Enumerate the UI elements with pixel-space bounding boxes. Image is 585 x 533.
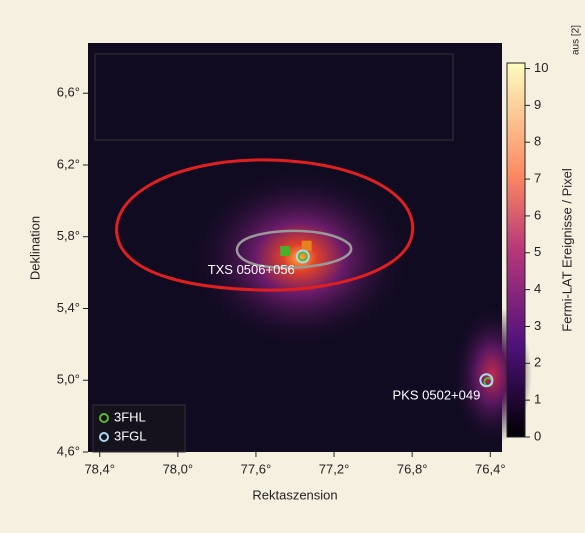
colorbar-tick-label: 2 (534, 355, 541, 370)
y-tick-label: 5,8° (57, 228, 80, 243)
marker (302, 241, 312, 251)
y-tick-label: 5,0° (57, 372, 80, 387)
y-axis-label: Deklination (27, 216, 42, 280)
y-tick-label: 5,4° (57, 300, 80, 315)
colorbar-tick-label: 4 (534, 281, 541, 296)
colorbar-tick-label: 5 (534, 244, 541, 259)
colorbar-tick-label: 10 (534, 60, 548, 75)
marker (280, 246, 290, 256)
colorbar-tick-label: 0 (534, 428, 541, 443)
y-tick-label: 4,6° (57, 443, 80, 458)
colorbar-tick-label: 7 (534, 171, 541, 186)
y-tick-label: 6,6° (57, 85, 80, 100)
legend-label: 3FGL (114, 428, 147, 443)
x-tick-label: 76,8° (397, 461, 428, 476)
colorbar-label: Fermi-LAT Ereignisse / Pixel (559, 168, 574, 332)
colorbar-tick-label: 9 (534, 97, 541, 112)
x-tick-label: 78,4° (84, 461, 115, 476)
colorbar (507, 63, 525, 437)
point-label: TXS 0506+056 (208, 262, 295, 277)
x-tick-label: 76,4° (475, 461, 506, 476)
legend-label: 3FHL (114, 409, 146, 424)
y-tick-label: 6,2° (57, 156, 80, 171)
colorbar-tick-label: 8 (534, 134, 541, 149)
source: aus [2] (571, 25, 582, 55)
colorbar-tick-label: 1 (534, 392, 541, 407)
point-label: PKS 0502+049 (393, 387, 481, 402)
colorbar-tick-label: 3 (534, 318, 541, 333)
chart: Rektaszension Deklination Fermi-LAT Erei… (0, 0, 585, 528)
x-tick-label: 77,2° (319, 461, 350, 476)
x-tick-label: 77,6° (241, 461, 272, 476)
x-axis-label: Rektaszension (252, 487, 337, 502)
colorbar-tick-label: 6 (534, 207, 541, 222)
x-tick-label: 78,0° (163, 461, 194, 476)
